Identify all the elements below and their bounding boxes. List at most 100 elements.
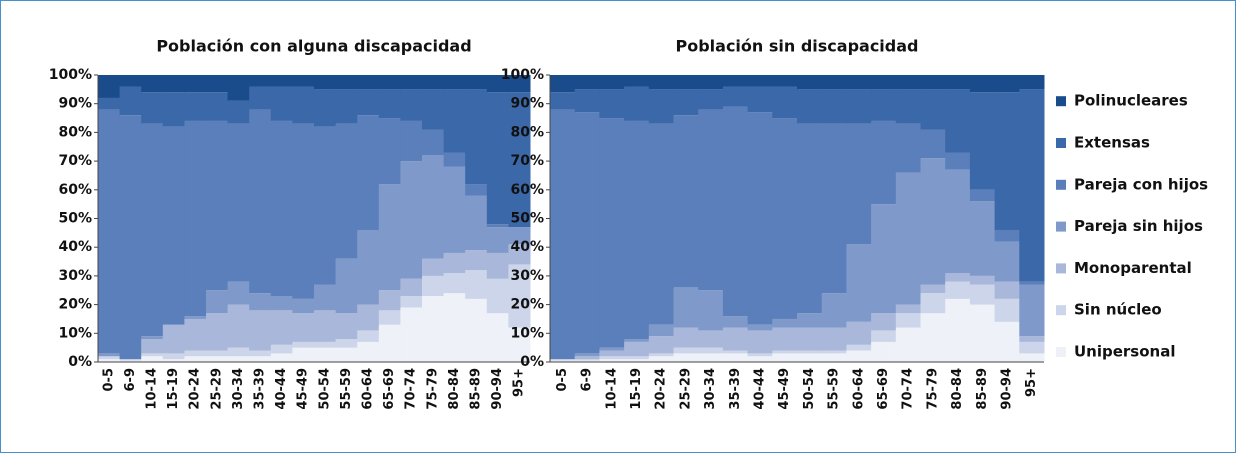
area-segment: [378, 75, 401, 90]
y-tick-label: 10%: [58, 325, 92, 341]
area-segment: [920, 75, 946, 90]
area-segment: [821, 350, 847, 354]
area-segment: [969, 201, 996, 276]
x-tick-label: 20-24: [654, 368, 669, 410]
area-segment: [422, 258, 445, 276]
area-segment: [486, 224, 509, 228]
area-segment: [648, 123, 674, 325]
area-segment: [797, 350, 823, 354]
area-segment: [335, 123, 358, 259]
area-segment: [945, 75, 971, 90]
area-segment: [465, 298, 488, 362]
area-segment: [722, 350, 749, 354]
area-segment: [624, 86, 650, 121]
area-segment: [722, 327, 749, 351]
area-segment: [206, 356, 229, 362]
area-segment: [206, 120, 229, 291]
area-segment: [141, 336, 164, 340]
area-segment: [895, 304, 921, 314]
area-segment: [1019, 75, 1045, 90]
x-tick-label: 70-74: [901, 368, 916, 410]
area-segment: [314, 310, 337, 342]
area-segment: [184, 356, 207, 362]
area-segment: [443, 252, 466, 274]
area-segment: [465, 184, 488, 196]
area-segment: [508, 92, 531, 228]
area-segment: [98, 75, 121, 98]
area-segment: [797, 353, 823, 362]
y-tick-label: 50%: [58, 211, 92, 227]
area-segment: [314, 284, 337, 311]
area-segment: [1019, 353, 1045, 362]
area-segment: [335, 313, 358, 340]
area-segment: [357, 229, 380, 305]
x-tick-label: 35-39: [728, 368, 743, 410]
area-segment: [821, 293, 847, 328]
area-segment: [797, 313, 823, 328]
area-segment: [465, 270, 488, 299]
area-segment: [846, 75, 872, 90]
x-tick-label: 10-14: [145, 368, 160, 410]
area-segment: [292, 347, 315, 362]
area-segment: [969, 75, 996, 93]
x-tick-label: 75-79: [925, 368, 940, 410]
x-tick-label: 65-69: [876, 368, 891, 410]
area-segment: [698, 290, 724, 331]
area-segment: [292, 75, 315, 87]
area-segment: [98, 353, 121, 357]
y-tick-label: 60%: [510, 182, 544, 198]
area-segment: [698, 89, 724, 110]
y-tick-label: 90%: [58, 96, 92, 112]
x-tick-label: 0-5: [101, 368, 116, 392]
area-segment: [227, 356, 250, 362]
area-segment: [227, 347, 250, 357]
y-tick-label: 0%: [68, 354, 92, 370]
area-segment: [698, 347, 724, 354]
area-segment: [994, 321, 1020, 362]
area-segment: [119, 360, 142, 362]
area-segment: [249, 109, 272, 294]
x-tick-label: 80-84: [950, 368, 965, 410]
area-segment: [357, 330, 380, 342]
chart-title: Población sin discapacidad: [675, 37, 918, 56]
area-segment: [895, 123, 921, 173]
area-segment: [969, 304, 996, 362]
area-segment: [871, 89, 897, 121]
area-segment: [797, 327, 823, 351]
area-segment: [357, 75, 380, 90]
y-tick-label: 100%: [49, 67, 92, 83]
area-segment: [357, 341, 380, 362]
x-tick-label: 55-59: [339, 368, 354, 410]
area-segment: [422, 75, 445, 90]
area-segment: [443, 273, 466, 294]
area-segment: [486, 227, 509, 253]
area-segment: [673, 353, 699, 362]
area-segment: [141, 356, 164, 362]
area-segment: [550, 359, 576, 361]
area-segment: [486, 75, 509, 93]
x-tick-label: 30-34: [231, 368, 246, 410]
legend-label: Extensas: [1074, 134, 1150, 152]
area-segment: [335, 339, 358, 348]
y-tick-label: 70%: [510, 153, 544, 169]
area-segment: [772, 350, 798, 354]
area-segment: [314, 347, 337, 362]
area-segment: [846, 344, 872, 351]
area-segment: [624, 356, 650, 360]
area-segment: [574, 89, 600, 113]
area-segment: [920, 293, 946, 314]
area-segment: [227, 281, 250, 305]
area-segment: [249, 86, 272, 110]
area-segment: [184, 120, 207, 317]
area-segment: [895, 89, 921, 124]
area-segment: [184, 350, 207, 357]
x-tick-label: 60-64: [851, 368, 866, 410]
area-segment: [846, 244, 872, 322]
area-segment: [920, 158, 946, 285]
area-segment: [574, 356, 600, 360]
area-segment: [895, 172, 921, 305]
area-segment: [994, 241, 1020, 282]
area-segment: [698, 75, 724, 90]
area-segment: [599, 356, 625, 360]
area-segment: [400, 120, 423, 162]
